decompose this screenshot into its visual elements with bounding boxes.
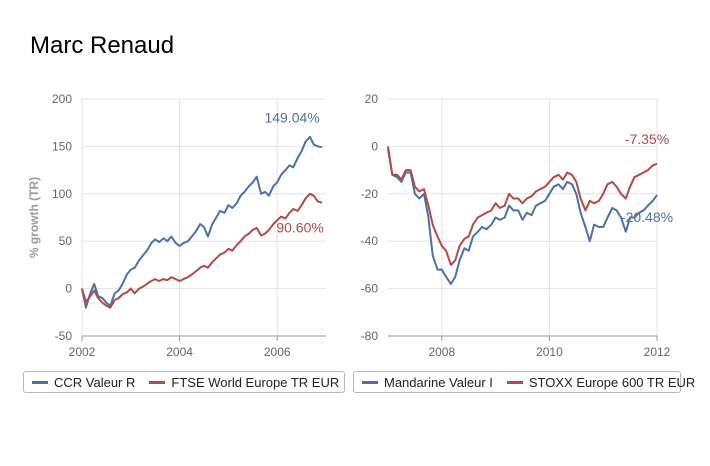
y-tick-label: -50 [55, 329, 73, 343]
legend-label: STOXX Europe 600 TR EUR [528, 374, 696, 390]
series-line-fund[interactable] [81, 135, 323, 309]
end-value-label: -7.35% [625, 131, 669, 147]
legend-swatch-red [506, 380, 523, 384]
end-value-label: 90.60% [276, 220, 323, 236]
legend-swatch-blue [32, 380, 48, 384]
y-tick-label: -80 [361, 329, 379, 343]
legend-left: CCR Valeur R FTSE World Europe TR EUR [23, 371, 345, 393]
legend-swatch-red [149, 380, 166, 384]
x-tick-label: 2012 [644, 345, 671, 359]
legend-swatch-blue [362, 380, 378, 384]
legend-right: Mandarine Valeur I STOXX Europe 600 TR E… [353, 371, 695, 393]
x-tick-label: 2008 [428, 345, 455, 359]
x-tick-label: 2010 [536, 345, 563, 359]
y-tick-label: -60 [361, 282, 379, 296]
y-tick-label: 200 [52, 92, 72, 106]
legend-label: CCR Valeur R [54, 374, 136, 390]
end-value-label: -20.48% [621, 209, 673, 225]
x-tick-label: 2006 [264, 345, 291, 359]
legend-label: Mandarine Valeur I [384, 374, 493, 390]
y-tick-label: 100 [52, 187, 72, 201]
x-tick-label: 2002 [69, 345, 96, 359]
y-tick-label: 20 [365, 92, 379, 106]
x-tick-label: 2004 [166, 345, 193, 359]
y-tick-label: 150 [52, 139, 72, 153]
series-line-benchmark[interactable] [81, 192, 323, 309]
y-axis-label: % growth (TR) [27, 177, 41, 258]
legend-item-mandarine-valeur-i[interactable]: Mandarine Valeur I [362, 375, 493, 390]
y-tick-label: -40 [361, 234, 379, 248]
legend-item-stoxx-europe-600[interactable]: STOXX Europe 600 TR EUR [506, 374, 696, 390]
series-line-benchmark[interactable] [387, 146, 658, 266]
legend-item-ftse-world-europe[interactable]: FTSE World Europe TR EUR [149, 375, 339, 390]
legend-label: FTSE World Europe TR EUR [171, 374, 340, 390]
page-title: Marc Renaud [30, 32, 175, 59]
y-tick-label: 50 [59, 234, 73, 248]
end-value-label: 149.04% [264, 109, 319, 125]
y-tick-label: -20 [361, 187, 379, 201]
y-tick-label: 0 [65, 282, 72, 296]
series-line-fund[interactable] [387, 148, 658, 285]
y-tick-label: 0 [371, 139, 378, 153]
legend-item-ccr-valeur-r[interactable]: CCR Valeur R [32, 375, 135, 390]
